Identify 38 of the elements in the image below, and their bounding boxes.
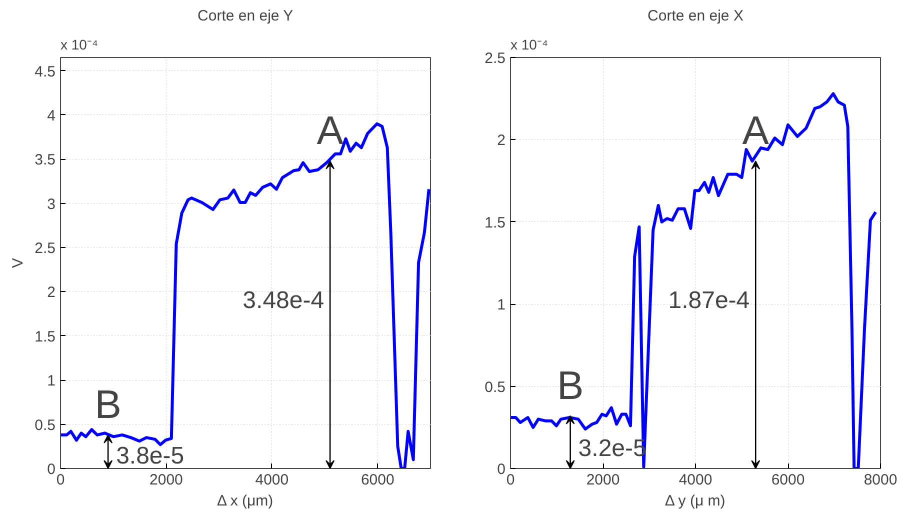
annotation: B	[94, 382, 122, 427]
text: x 10⁻⁴	[60, 36, 98, 52]
annotation: 3.8e-5	[116, 442, 184, 470]
y-tick-label: 0.5	[34, 416, 56, 434]
x-tick-label: 4000	[255, 472, 289, 488]
y-tick-label: 2	[47, 284, 56, 302]
x-axis-title: Δ x (μm)	[217, 492, 274, 510]
chart-title: Corte en eje Y	[198, 8, 294, 24]
y-tick-label: 3.5	[34, 152, 56, 169]
chart-title: Corte en eje X	[648, 8, 744, 24]
x-tick-label: 6000	[771, 472, 805, 488]
annotation: 1.87e-4	[668, 286, 750, 314]
y-tick-label: 1	[497, 296, 506, 314]
annotation: 3.48e-4	[242, 286, 324, 314]
annotation: A	[316, 108, 344, 153]
y-tick-label: 4	[47, 107, 56, 124]
x-tick-label: 2000	[586, 472, 620, 488]
annotation: A	[742, 109, 770, 154]
y-tick-label: 1	[47, 372, 56, 390]
x-tick-label: 6000	[360, 472, 394, 488]
x-tick-label: 4000	[678, 472, 712, 488]
y-tick-label: 2.5	[34, 240, 56, 258]
y-tick-label: 2	[497, 132, 506, 150]
y-tick-label: 2.5	[484, 50, 506, 67]
line-series	[510, 92, 878, 468]
y-axis-title: V	[10, 258, 27, 268]
text: x 10⁻⁴	[510, 36, 548, 52]
y-tick-label: 0.5	[484, 378, 506, 396]
y-tick-label: 4.5	[34, 63, 56, 80]
y-tick-label: 1.5	[34, 328, 56, 346]
x-tick-label: 8000	[864, 472, 898, 488]
y-tick-label: 0	[497, 461, 506, 478]
x-axis-title: Δ y (μ m)	[664, 492, 726, 510]
x-tick-label: 2000	[150, 472, 183, 488]
y-tick-label: 1.5	[484, 214, 506, 232]
y-tick-label: 3	[47, 196, 56, 213]
y-tick-label: 0	[47, 461, 56, 478]
annotation: B	[556, 364, 584, 408]
